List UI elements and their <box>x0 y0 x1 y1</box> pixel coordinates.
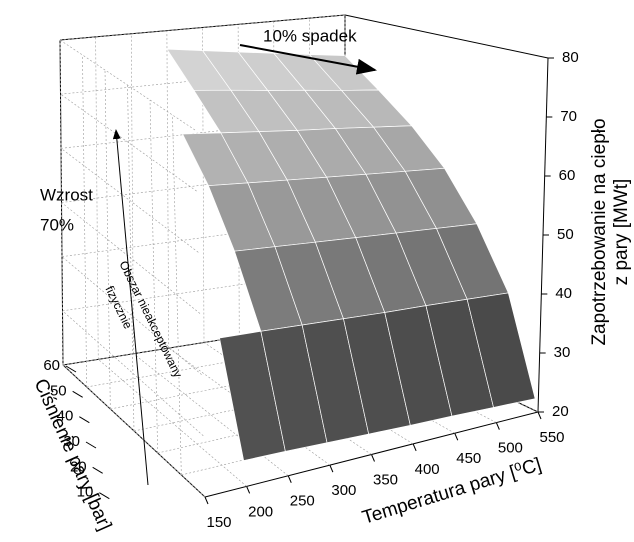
z-tick-label: 30 <box>554 344 571 361</box>
grid-line <box>104 69 111 410</box>
y-axis-title: Ciśnienie pary [bar] <box>30 376 116 534</box>
grid-line <box>149 99 158 454</box>
tick-mark <box>79 416 90 424</box>
tick-mark <box>329 464 334 473</box>
drop-arrow <box>239 44 377 75</box>
grid-line <box>62 310 204 437</box>
grid-line <box>130 33 134 354</box>
x-tick-label: 300 <box>331 482 356 499</box>
surface-patch <box>466 292 536 408</box>
tick-mark <box>65 365 77 373</box>
x-axis-title: Temperatura pary [⁰C] <box>360 454 544 528</box>
grid-line <box>172 114 182 476</box>
tick-mark <box>85 441 97 449</box>
tick-mark <box>412 443 417 452</box>
tick-mark <box>537 411 542 420</box>
grid-line <box>127 84 135 432</box>
tick-mark <box>92 466 103 474</box>
z-tick-label: 20 <box>552 403 569 420</box>
z-axis-title: Zapotrzebowanie na ciepło <box>589 118 610 345</box>
grid-line <box>166 30 170 349</box>
z-tick-label: 50 <box>557 226 574 243</box>
tick-mark <box>371 454 375 462</box>
x-tick-label: 450 <box>456 450 481 467</box>
grid-line <box>82 54 87 388</box>
z-axis-title: z pary [MWt] <box>611 179 632 286</box>
y-tick-label: 10 <box>77 484 94 501</box>
x-tick-label: 200 <box>248 503 273 520</box>
grid-line <box>95 36 99 360</box>
annotation: 10% spadek <box>263 26 357 45</box>
z-tick-label: 40 <box>555 285 572 302</box>
annotation: Wzrost <box>40 185 93 204</box>
x-tick-label: 400 <box>415 461 440 478</box>
rise-arrow <box>112 129 149 486</box>
box-edge <box>59 14 346 41</box>
grid-line <box>61 256 202 375</box>
z-tick-label: 60 <box>559 167 576 184</box>
tick-mark <box>495 422 500 430</box>
y-tick-label: 60 <box>43 357 60 374</box>
x-tick-label: 500 <box>498 440 523 457</box>
tick-mark <box>204 496 209 505</box>
y-tick-label: 20 <box>70 458 87 475</box>
labels: 20 30 40 50 60 70 80 150 200 250 300 350 400 450 500 55… <box>43 49 578 531</box>
tick-mark <box>246 486 251 494</box>
tick-mark <box>287 475 292 483</box>
x-tick-label: 250 <box>290 493 315 510</box>
x-tick-label: 550 <box>539 429 564 446</box>
box-edge <box>344 14 549 59</box>
grid-line <box>59 39 196 131</box>
z-tick-label: 80 <box>562 49 579 66</box>
grid-line <box>202 27 205 343</box>
y-tick-label: 50 <box>50 382 67 399</box>
y-tick-label: 40 <box>57 408 74 425</box>
y-tick-label: 30 <box>63 433 80 450</box>
surface <box>166 48 536 461</box>
x-tick-label: 150 <box>206 514 231 531</box>
tick-mark <box>99 492 110 500</box>
tick-mark <box>72 390 83 398</box>
annotation: 70% <box>40 215 74 234</box>
x-tick-label: 350 <box>373 471 398 488</box>
z-tick-label: 70 <box>560 108 577 125</box>
tick-mark <box>454 433 459 441</box>
